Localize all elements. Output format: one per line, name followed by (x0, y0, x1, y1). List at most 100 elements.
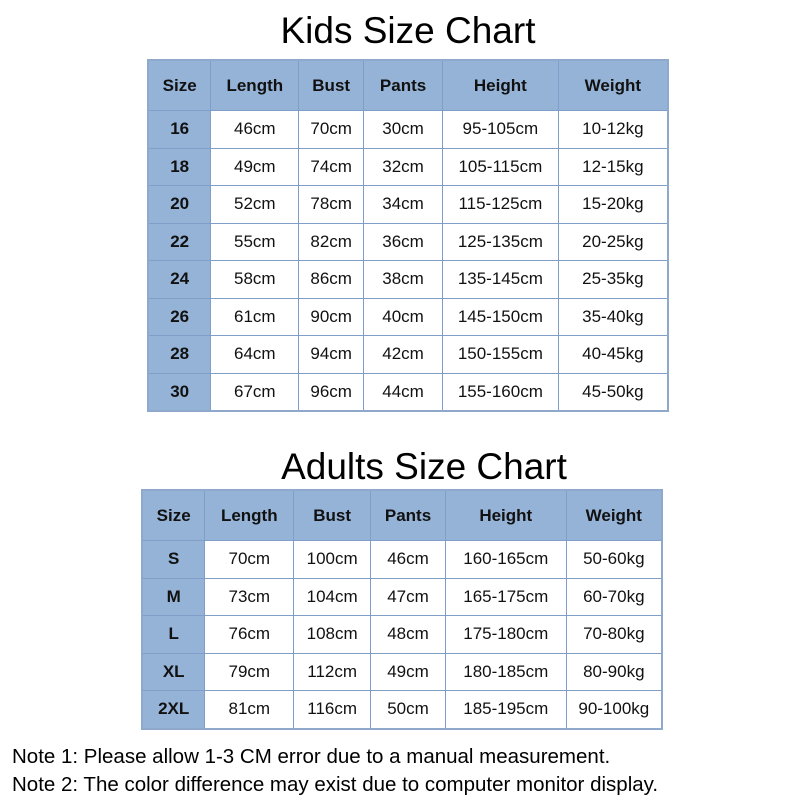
table-cell: 15-20kg (557, 185, 669, 224)
table-cell: 50cm (370, 690, 446, 729)
table-row: 16 46cm 70cm 30cm 95-105cm 10-12kg (147, 110, 669, 149)
column-header: Pants (370, 489, 446, 541)
table-cell: 108cm (293, 615, 372, 654)
note-1: Note 1: Please allow 1-3 CM error due to… (12, 745, 611, 768)
table-cell: 38cm (363, 260, 443, 299)
table-cell: 100cm (293, 540, 372, 579)
table-cell: 185-195cm (444, 690, 567, 729)
column-header: Pants (363, 59, 443, 111)
table-row: S 70cm 100cm 46cm 160-165cm 50-60kg (141, 540, 663, 579)
table-cell: 180-185cm (444, 652, 567, 691)
table-row: 30 67cm 96cm 44cm 155-160cm 45-50kg (147, 372, 669, 412)
table-cell: 50-60kg (565, 540, 663, 579)
table-cell: 36cm (363, 222, 443, 261)
table-cell: 90-100kg (565, 690, 663, 729)
size-cell: 28 (147, 335, 212, 374)
size-cell: 26 (147, 297, 212, 336)
size-cell: 30 (147, 372, 212, 412)
size-cell: S (141, 540, 206, 579)
table-cell: 64cm (210, 335, 300, 374)
table-cell: 58cm (210, 260, 300, 299)
column-header: Bust (293, 489, 372, 541)
table-row: L 76cm 108cm 48cm 175-180cm 70-80kg (141, 615, 663, 654)
note-2: Note 2: The color difference may exist d… (12, 773, 659, 796)
table-cell: 55cm (210, 222, 300, 261)
table-cell: 49cm (370, 652, 446, 691)
table-cell: 49cm (210, 147, 300, 186)
column-header: Bust (298, 59, 365, 111)
table-cell: 145-150cm (441, 297, 559, 336)
table-cell: 52cm (210, 185, 300, 224)
size-cell: 18 (147, 147, 212, 186)
table-cell: 78cm (298, 185, 365, 224)
column-header: Height (444, 489, 567, 541)
table-cell: 61cm (210, 297, 300, 336)
table-cell: 70cm (298, 110, 365, 149)
table-cell: 105-115cm (441, 147, 559, 186)
table-row: 26 61cm 90cm 40cm 145-150cm 35-40kg (147, 297, 669, 336)
table-cell: 90cm (298, 297, 365, 336)
table-row: 28 64cm 94cm 42cm 150-155cm 40-45kg (147, 335, 669, 374)
size-cell: 2XL (141, 690, 206, 729)
table-cell: 40cm (363, 297, 443, 336)
table-cell: 25-35kg (557, 260, 669, 299)
table-cell: 96cm (298, 372, 365, 412)
adults-title: Adults Size Chart (281, 446, 567, 487)
table-cell: 81cm (204, 690, 295, 729)
table-cell: 32cm (363, 147, 443, 186)
column-header: Weight (565, 489, 663, 541)
column-header: Size (147, 59, 212, 111)
table-cell: 175-180cm (444, 615, 567, 654)
table-cell: 155-160cm (441, 372, 559, 412)
table-cell: 76cm (204, 615, 295, 654)
header-row: Size Length Bust Pants Height Weight (141, 489, 663, 541)
table-cell: 20-25kg (557, 222, 669, 261)
table-cell: 42cm (363, 335, 443, 374)
table-cell: 160-165cm (444, 540, 567, 579)
table-cell: 70cm (204, 540, 295, 579)
column-header: Length (204, 489, 295, 541)
table-cell: 150-155cm (441, 335, 559, 374)
table-cell: 60-70kg (565, 577, 663, 616)
table-cell: 35-40kg (557, 297, 669, 336)
size-cell: 20 (147, 185, 212, 224)
table-cell: 95-105cm (441, 110, 559, 149)
table-row: 24 58cm 86cm 38cm 135-145cm 25-35kg (147, 260, 669, 299)
size-cell: M (141, 577, 206, 616)
table-cell: 115-125cm (441, 185, 559, 224)
column-header: Weight (557, 59, 669, 111)
table-cell: 70-80kg (565, 615, 663, 654)
table-cell: 46cm (370, 540, 446, 579)
table-row: 22 55cm 82cm 36cm 125-135cm 20-25kg (147, 222, 669, 261)
table-cell: 79cm (204, 652, 295, 691)
table-row: 18 49cm 74cm 32cm 105-115cm 12-15kg (147, 147, 669, 186)
table-cell: 45-50kg (557, 372, 669, 412)
kids-size-table: Size Length Bust Pants Height Weight 16 46cm 70c… (147, 59, 669, 412)
table-cell: 30cm (363, 110, 443, 149)
adults-size-table: Size Length Bust Pants Height Weight S 70cm 100c… (141, 489, 663, 730)
size-cell: L (141, 615, 206, 654)
size-cell: 16 (147, 110, 212, 149)
table-cell: 82cm (298, 222, 365, 261)
table-cell: 46cm (210, 110, 300, 149)
column-header: Height (441, 59, 559, 111)
column-header: Size (141, 489, 206, 541)
table-row: 2XL 81cm 116cm 50cm 185-195cm 90-100kg (141, 690, 663, 729)
column-header: Length (210, 59, 300, 111)
table-cell: 73cm (204, 577, 295, 616)
size-cell: XL (141, 652, 206, 691)
size-cell: 24 (147, 260, 212, 299)
table-cell: 80-90kg (565, 652, 663, 691)
table-cell: 94cm (298, 335, 365, 374)
table-cell: 112cm (293, 652, 372, 691)
table-cell: 86cm (298, 260, 365, 299)
table-row: XL 79cm 112cm 49cm 180-185cm 80-90kg (141, 652, 663, 691)
table-cell: 165-175cm (444, 577, 567, 616)
table-row: 20 52cm 78cm 34cm 115-125cm 15-20kg (147, 185, 669, 224)
table-cell: 10-12kg (557, 110, 669, 149)
table-cell: 67cm (210, 372, 300, 412)
table-cell: 12-15kg (557, 147, 669, 186)
table-cell: 40-45kg (557, 335, 669, 374)
table-cell: 44cm (363, 372, 443, 412)
